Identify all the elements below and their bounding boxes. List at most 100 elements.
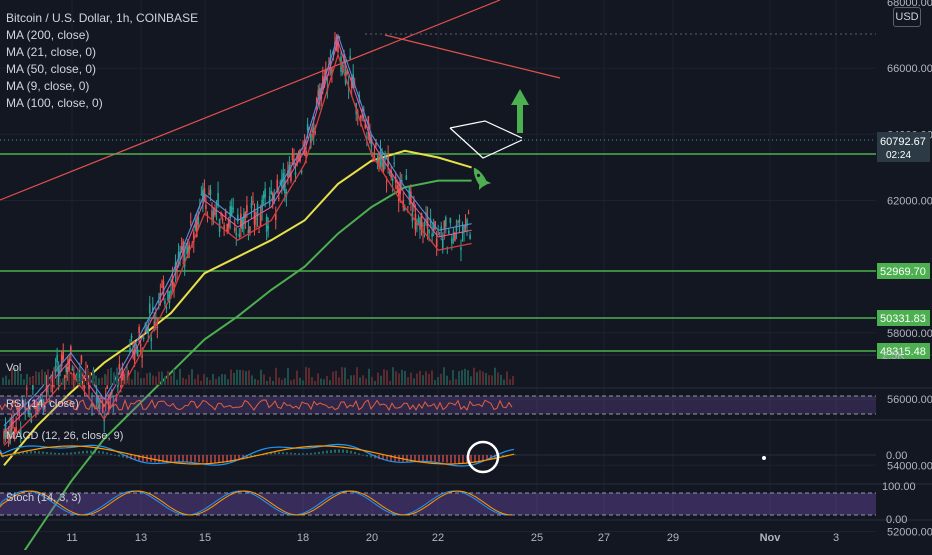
candle-body bbox=[60, 355, 63, 367]
time-axis-tick-label: 11 bbox=[66, 532, 77, 544]
candle-body bbox=[106, 385, 109, 389]
macd-histogram-bar bbox=[330, 450, 332, 454]
macd-histogram-bar bbox=[166, 455, 168, 462]
volume-bar bbox=[218, 376, 220, 385]
macd-histogram-bar bbox=[454, 455, 456, 464]
volume-bar bbox=[50, 380, 52, 385]
volume-bar bbox=[5, 375, 7, 385]
price-axis-tick-label: 52000.00 bbox=[887, 527, 932, 539]
rocket-fins bbox=[478, 179, 492, 191]
macd-histogram-bar bbox=[430, 455, 432, 462]
rocket-icon bbox=[473, 167, 492, 191]
macd-histogram-bar bbox=[458, 455, 460, 464]
symbol-title[interactable]: Bitcoin / U.S. Dollar, 1h, COINBASE bbox=[6, 11, 199, 25]
macd-histogram-bar bbox=[142, 455, 144, 462]
volume-bar bbox=[368, 368, 370, 385]
macd-histogram-bar bbox=[482, 455, 484, 462]
legend-item-ma50[interactable]: MA (50, close, 0) bbox=[6, 62, 97, 76]
candle-body bbox=[54, 365, 57, 368]
volume-bar bbox=[332, 371, 334, 385]
stoch-pane-label[interactable]: Stoch (14, 3, 3) bbox=[6, 492, 82, 504]
volume-bar bbox=[419, 370, 421, 385]
volume-bar bbox=[74, 379, 76, 385]
volume-bar bbox=[125, 369, 127, 385]
volume-pane-label[interactable]: Vol bbox=[6, 362, 22, 374]
volume-bar bbox=[83, 378, 85, 385]
volume-bar bbox=[140, 378, 142, 385]
candle-body bbox=[385, 181, 388, 183]
volume-bar bbox=[197, 374, 199, 385]
candle-body bbox=[314, 131, 317, 134]
volume-bar bbox=[329, 380, 331, 385]
legend-item-ma9[interactable]: MA (9, close, 0) bbox=[6, 79, 90, 93]
candle-body bbox=[338, 36, 341, 38]
volume-bar bbox=[65, 377, 67, 385]
candle-body bbox=[252, 201, 254, 203]
volume-bar bbox=[506, 371, 508, 385]
volume-bar bbox=[182, 377, 184, 385]
macd-pane-label[interactable]: MACD (12, 26, close, 9) bbox=[6, 430, 124, 442]
candle-body bbox=[323, 78, 326, 88]
candle-body bbox=[384, 157, 386, 160]
volume-bar bbox=[341, 367, 343, 385]
volume-bar bbox=[437, 377, 439, 385]
macd-histogram-bar bbox=[462, 455, 464, 464]
volume-bar bbox=[242, 370, 244, 385]
rsi-pane-label[interactable]: RSI (14, close) bbox=[6, 398, 79, 410]
macd-histogram-bar bbox=[90, 450, 92, 454]
candle-body bbox=[346, 71, 348, 74]
volume-bar bbox=[338, 377, 340, 385]
macd-circle-annotation bbox=[466, 440, 500, 474]
candle-body bbox=[440, 226, 443, 232]
macd-histogram-bar bbox=[290, 452, 292, 455]
volume-bar bbox=[404, 370, 406, 385]
candle-body bbox=[277, 197, 280, 199]
candle-body bbox=[287, 170, 289, 177]
candle-body bbox=[240, 213, 242, 228]
volume-bar bbox=[224, 374, 226, 385]
volume-bar bbox=[395, 371, 397, 385]
macd-histogram-bar bbox=[382, 455, 384, 460]
volume-bar bbox=[143, 378, 145, 385]
candle-body bbox=[391, 178, 394, 182]
candle-body bbox=[404, 206, 406, 210]
candle-body bbox=[147, 325, 150, 335]
macd-histogram-bar bbox=[62, 452, 64, 455]
support-level-label: 50331.83 bbox=[880, 313, 926, 325]
macd-histogram-bar bbox=[170, 455, 172, 462]
candle-body bbox=[130, 335, 133, 339]
macd-histogram-bar bbox=[198, 455, 200, 463]
macd-histogram-bar bbox=[318, 451, 320, 454]
candle-body bbox=[196, 222, 198, 237]
candle-body bbox=[15, 427, 17, 432]
legend-item-ma21[interactable]: MA (21, close, 0) bbox=[6, 45, 97, 59]
support-level-label-bg bbox=[877, 263, 930, 279]
volume-bar bbox=[275, 367, 277, 385]
volume-bar bbox=[119, 378, 121, 385]
volume-bar bbox=[488, 375, 490, 385]
volume-bar bbox=[254, 378, 256, 385]
candle-body bbox=[367, 116, 370, 128]
candle-body bbox=[366, 136, 368, 138]
stoch-axis-label-bottom: 0.00 bbox=[886, 514, 907, 526]
volume-bar bbox=[206, 377, 208, 385]
candle-body bbox=[161, 286, 163, 288]
volume-bar bbox=[107, 369, 109, 385]
volume-bar bbox=[317, 373, 319, 385]
macd-histogram-bar bbox=[314, 452, 316, 455]
candle-body bbox=[331, 68, 333, 75]
candle-body bbox=[238, 233, 241, 237]
volume-bars bbox=[2, 367, 514, 385]
legend-item-ma100[interactable]: MA (100, close, 0) bbox=[6, 96, 103, 110]
legend-item-ma200[interactable]: MA (200, close) bbox=[6, 28, 90, 42]
volume-bar bbox=[89, 372, 91, 385]
currency-button[interactable]: USD bbox=[893, 7, 921, 27]
candle-body bbox=[151, 307, 154, 311]
candle-body bbox=[332, 50, 335, 54]
volume-bar bbox=[386, 370, 388, 385]
volume-bar bbox=[380, 375, 382, 385]
macd-histogram-bar bbox=[326, 450, 328, 454]
volume-bar bbox=[86, 368, 88, 385]
